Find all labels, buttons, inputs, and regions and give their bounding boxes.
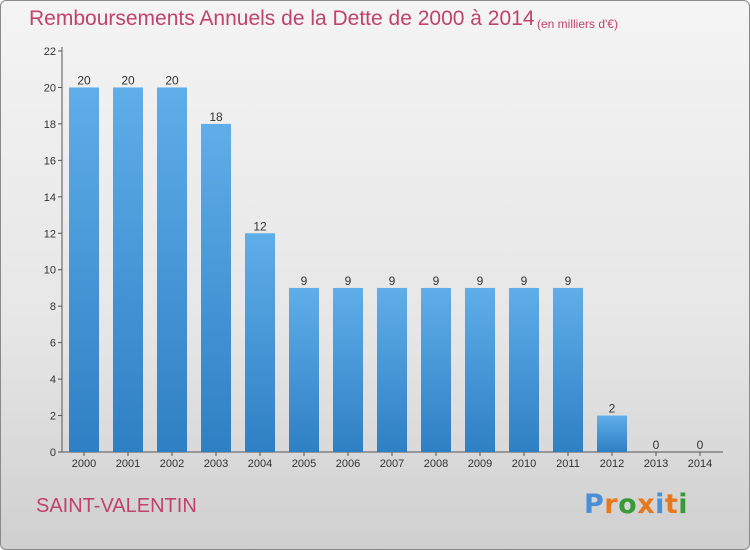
y-tick-label: 14 bbox=[44, 192, 56, 204]
data-label: 12 bbox=[253, 219, 267, 233]
bar bbox=[421, 287, 451, 452]
bar bbox=[289, 287, 319, 452]
y-tick-label: 16 bbox=[44, 155, 56, 167]
data-label: 9 bbox=[433, 274, 440, 288]
y-tick-label: 22 bbox=[44, 46, 56, 58]
logo-letter: o bbox=[618, 489, 638, 520]
data-label: 9 bbox=[521, 274, 528, 288]
y-tick-label: 18 bbox=[44, 119, 56, 131]
bar bbox=[157, 87, 187, 453]
x-tick-label: 2010 bbox=[512, 458, 536, 470]
bar bbox=[201, 123, 231, 452]
x-tick-label: 2006 bbox=[336, 458, 360, 470]
logo-letter: P bbox=[584, 489, 605, 520]
data-label: 9 bbox=[301, 274, 308, 288]
x-tick-label: 2012 bbox=[600, 458, 624, 470]
x-tick-label: 2003 bbox=[204, 458, 228, 470]
logo-letter: r bbox=[604, 489, 619, 520]
chart-title: Remboursements Annuels de la Dette de 20… bbox=[29, 7, 535, 30]
data-label: 2 bbox=[609, 402, 616, 416]
logo-letter: x bbox=[637, 489, 656, 520]
x-tick-label: 2008 bbox=[424, 458, 448, 470]
data-label: 9 bbox=[389, 274, 396, 288]
y-tick-label: 12 bbox=[44, 228, 56, 240]
bar bbox=[69, 87, 99, 453]
data-label: 18 bbox=[209, 110, 223, 124]
y-tick-label: 0 bbox=[50, 447, 56, 459]
y-tick-label: 2 bbox=[50, 411, 56, 423]
x-tick-label: 2001 bbox=[116, 458, 140, 470]
y-tick-label: 10 bbox=[44, 265, 56, 277]
logo-letter: i bbox=[678, 489, 689, 520]
x-tick-label: 2009 bbox=[468, 458, 492, 470]
data-label: 20 bbox=[165, 73, 179, 87]
y-tick-label: 4 bbox=[50, 374, 56, 386]
data-label: 0 bbox=[697, 438, 704, 452]
data-label: 9 bbox=[565, 274, 572, 288]
proxiti-logo: Proxiti bbox=[584, 489, 688, 520]
y-tick-label: 20 bbox=[44, 82, 56, 94]
x-tick-label: 2011 bbox=[556, 458, 580, 470]
bar bbox=[245, 233, 275, 452]
logo-letter: i bbox=[655, 489, 665, 520]
bar bbox=[333, 287, 363, 452]
x-tick-label: 2000 bbox=[72, 458, 96, 470]
logo-letter: t bbox=[664, 489, 679, 520]
data-label: 20 bbox=[121, 73, 135, 87]
x-tick-label: 2013 bbox=[644, 458, 668, 470]
x-tick-label: 2002 bbox=[160, 458, 184, 470]
commune-name: SAINT-VALENTIN bbox=[36, 495, 197, 517]
x-tick-label: 2004 bbox=[248, 458, 272, 470]
data-label: 9 bbox=[477, 274, 484, 288]
bar bbox=[509, 287, 539, 452]
bar bbox=[553, 287, 583, 452]
data-label: 20 bbox=[77, 73, 91, 87]
data-label: 0 bbox=[653, 438, 660, 452]
x-tick-label: 2007 bbox=[380, 458, 404, 470]
x-tick-label: 2005 bbox=[292, 458, 316, 470]
x-tick-label: 2014 bbox=[688, 458, 712, 470]
bar bbox=[597, 415, 627, 452]
bar bbox=[465, 287, 495, 452]
y-tick-label: 6 bbox=[50, 338, 56, 350]
unit-label: (en milliers d'€) bbox=[537, 17, 618, 31]
y-tick-label: 8 bbox=[50, 301, 56, 313]
data-label: 9 bbox=[345, 274, 352, 288]
bar bbox=[377, 287, 407, 452]
bar bbox=[113, 87, 143, 453]
